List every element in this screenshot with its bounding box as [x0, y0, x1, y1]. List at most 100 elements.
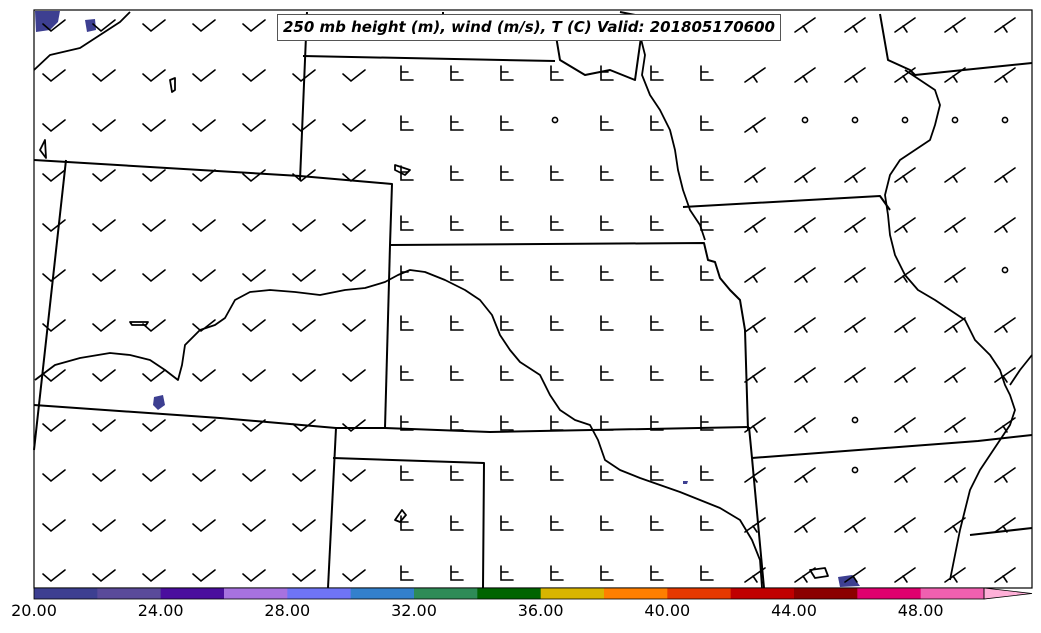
wind-barb: [994, 467, 1016, 483]
wind-barb: [142, 519, 166, 533]
wind-barb: [400, 115, 414, 131]
wind-barb: [600, 315, 614, 331]
wind-barb: [42, 269, 66, 283]
colorbar-segment: [667, 588, 732, 599]
wind-barb: [944, 317, 966, 333]
border-ar-mo: [751, 434, 1033, 459]
wind-barbs: [42, 17, 1016, 583]
wind-barb: [342, 269, 366, 283]
wind-barb: [944, 67, 966, 83]
wind-barb: [192, 119, 216, 133]
wind-barb: [42, 119, 66, 133]
wind-barb: [500, 315, 514, 331]
wind-barb: [450, 415, 464, 431]
wind-barb: [142, 369, 166, 383]
border-az-nm: [327, 427, 337, 589]
colorbar-segment: [34, 588, 98, 599]
wind-barb: [794, 517, 816, 533]
wind-barb: [550, 565, 564, 581]
wind-barb: [550, 465, 564, 481]
wind-barb: [400, 215, 414, 231]
colorbar-tick-label: 20.00: [11, 601, 57, 620]
wind-barb: [600, 115, 614, 131]
wind-barb: [500, 415, 514, 431]
wind-barb: [292, 519, 316, 533]
wind-barb: [92, 169, 116, 183]
wind-barb: [994, 317, 1016, 333]
wind-barb: [844, 67, 866, 83]
wind-barb: [744, 417, 766, 433]
colorbar-tick-label: 36.00: [517, 601, 564, 620]
wind-barb: [450, 115, 464, 131]
border-ks-north: [389, 242, 749, 431]
wind-barb: [944, 267, 966, 283]
wind-barb: [92, 219, 116, 233]
wind-barb: [700, 515, 714, 531]
wind-barb: [400, 365, 414, 381]
wind-barb: [600, 465, 614, 481]
wind-barb: [894, 167, 916, 183]
wind-barb: [994, 517, 1016, 533]
wind-barb: [292, 169, 316, 183]
wind-barb: [192, 19, 216, 33]
wind-barb: [242, 469, 266, 483]
wind-barb: [142, 219, 166, 233]
wind-barb: [650, 465, 664, 481]
wind-barb: [744, 167, 766, 183]
wind-barb: [242, 569, 266, 583]
wind-barb: [844, 167, 866, 183]
wind-barb: [192, 369, 216, 383]
wind-barb: [944, 467, 966, 483]
wind-barb: [700, 265, 714, 281]
wind-barb: [550, 365, 564, 381]
wind-barb: [744, 267, 766, 283]
wind-barb: [292, 119, 316, 133]
wind-barb: [994, 367, 1016, 383]
wind-barb: [42, 69, 66, 83]
wind-barb: [92, 369, 116, 383]
border-ms-al: [969, 527, 1033, 536]
wind-barb: [192, 69, 216, 83]
shading-patch-se: [838, 575, 860, 587]
wind-barb: [994, 567, 1016, 583]
calm-wind-marker: [851, 116, 859, 124]
wind-barb: [242, 169, 266, 183]
wind-barb: [142, 319, 166, 333]
wind-barb: [500, 165, 514, 181]
wind-barb: [844, 217, 866, 233]
wind-barb: [450, 565, 464, 581]
wind-barb: [650, 65, 664, 81]
wind-barb: [42, 519, 66, 533]
border-nm-tx: [332, 457, 485, 589]
wind-barb: [700, 565, 714, 581]
wind-barb: [92, 69, 116, 83]
wind-barb: [844, 517, 866, 533]
colorbar-segment: [414, 588, 478, 599]
wind-barb: [500, 465, 514, 481]
wind-barb: [242, 119, 266, 133]
colorbar-segment: [287, 588, 352, 599]
wind-barb: [894, 467, 916, 483]
wind-barb: [242, 69, 266, 83]
wind-barb: [92, 469, 116, 483]
wind-barb: [600, 515, 614, 531]
wind-barb: [600, 365, 614, 381]
wind-barb: [400, 265, 414, 281]
wind-barb: [342, 319, 366, 333]
wind-barb: [794, 417, 816, 433]
calm-wind-marker: [1001, 266, 1009, 274]
wind-barb: [292, 569, 316, 583]
wind-barb: [242, 519, 266, 533]
wind-barb: [192, 519, 216, 533]
border-36n: [33, 404, 750, 433]
rivers-and-lakes: [33, 11, 1033, 589]
wind-barb: [342, 519, 366, 533]
colorbar-tick-label: 32.00: [391, 601, 437, 620]
wind-barb: [550, 65, 564, 81]
wind-barb: [242, 369, 266, 383]
wind-barb: [700, 315, 714, 331]
shading-patch-north: [85, 19, 96, 32]
calm-wind-marker: [951, 116, 959, 124]
wind-barb: [744, 567, 766, 583]
